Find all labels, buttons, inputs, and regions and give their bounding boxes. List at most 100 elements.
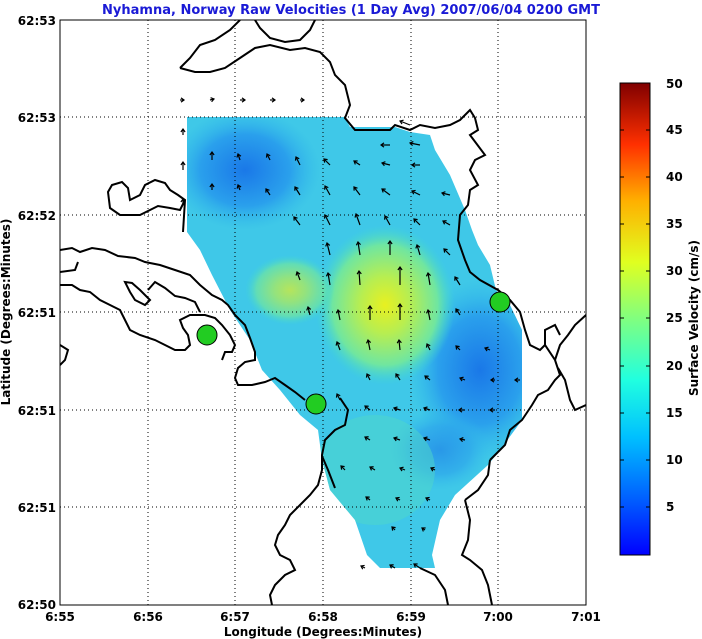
colorbar: 50 45 40 35 30 25 20 15 10 5 Surface Vel… — [619, 77, 701, 556]
velocity-arrow-head — [411, 189, 416, 195]
velocity-arrow — [326, 242, 331, 256]
velocity-arrow — [426, 343, 431, 351]
velocity-arrow-head — [393, 436, 398, 442]
x-tick-label: 7:01 — [571, 610, 601, 624]
velocity-arrow-head — [513, 377, 519, 383]
velocity-arrow-head — [413, 218, 418, 223]
colorbar-label: Surface Velocity (cm/s) — [687, 240, 701, 396]
velocity-arrow-head — [415, 243, 421, 249]
velocity-arrow-head — [209, 182, 215, 188]
velocity-arrow-head — [356, 269, 362, 275]
y-tick-label: 62:53 — [18, 14, 56, 28]
velocity-arrow — [358, 270, 361, 286]
velocity-arrow-head — [324, 185, 329, 190]
velocity-arrow-head — [423, 406, 428, 412]
velocity-arrow — [393, 407, 401, 411]
velocity-arrow — [323, 158, 331, 166]
velocity-arrow-head — [395, 373, 400, 378]
velocity-arrow-head — [335, 308, 342, 314]
velocity-arrow-head — [271, 97, 277, 103]
x-tick-label: 6:57 — [220, 610, 250, 624]
grid-lines — [60, 20, 586, 605]
velocity-arrow-head — [425, 343, 431, 348]
velocity-arrow-head — [397, 265, 403, 271]
velocity-arrow-head — [455, 308, 460, 313]
velocity-arrow-head — [425, 308, 432, 314]
velocity-arrow-head — [364, 436, 369, 441]
velocity-arrow-head — [430, 466, 435, 472]
velocity-arrow — [237, 153, 241, 161]
velocity-arrow-head — [364, 405, 369, 410]
velocity-arrow — [293, 216, 301, 226]
velocity-arrow-head — [295, 271, 301, 276]
velocity-arrow-head — [335, 341, 341, 346]
velocity-arrow-head — [294, 186, 299, 191]
velocity-arrow-head — [379, 142, 385, 148]
colorbar-tick: 20 — [666, 359, 683, 373]
velocity-arrow — [295, 156, 301, 166]
velocity-arrow-head — [408, 140, 414, 147]
velocity-arrow — [337, 309, 341, 321]
velocity-arrow-head — [484, 346, 489, 352]
velocity-arrow — [357, 241, 361, 256]
colorbar-tick-labels: 50 45 40 35 30 25 20 15 10 5 — [666, 77, 683, 514]
velocity-arrow — [307, 306, 311, 316]
velocity-arrows — [180, 97, 520, 570]
velocity-arrow — [353, 186, 361, 196]
plot-frame — [59, 19, 587, 606]
velocity-arrow-head — [458, 436, 464, 443]
velocity-arrow-head — [354, 213, 360, 218]
velocity-arrow-head — [293, 216, 298, 221]
velocity-arrow-head — [323, 158, 328, 163]
velocity-arrow-head — [384, 215, 389, 220]
velocity-arrow — [364, 405, 371, 411]
velocity-arrow — [413, 218, 421, 226]
velocity-arrow-head — [353, 160, 358, 165]
velocity-arrow — [395, 373, 401, 381]
colorbar-tick: 45 — [666, 123, 683, 137]
colorbar-tick: 40 — [666, 170, 683, 184]
x-axis-label: Longitude (Degrees:Minutes) — [224, 625, 422, 639]
velocity-arrow — [427, 272, 431, 286]
station-west-marker — [196, 324, 218, 346]
radar-stations — [196, 291, 511, 415]
velocity-arrow-head — [369, 466, 374, 471]
velocity-arrow-head — [442, 220, 447, 225]
velocity-arrow-head — [265, 153, 271, 158]
velocity-arrow-head — [459, 376, 464, 382]
chart-title: Nyhamna, Norway Raw Velocities (1 Day Av… — [102, 3, 600, 18]
velocity-arrow — [381, 162, 391, 166]
y-tick-label: 62:51 — [18, 306, 56, 320]
velocity-arrow-head — [397, 302, 403, 308]
velocity-arrow-head — [443, 248, 448, 253]
velocity-arrow-head — [455, 345, 460, 350]
x-tick-labels: 6:55 6:56 6:57 6:58 6:59 7:00 7:01 — [45, 610, 601, 624]
velocity-arrow — [443, 248, 451, 256]
velocity-arrow — [294, 186, 301, 196]
velocity-arrow-head — [440, 191, 446, 197]
velocity-arrow — [381, 188, 391, 196]
velocity-arrow — [324, 185, 331, 196]
velocity-arrow-head — [306, 305, 312, 311]
velocity-arrow-head — [381, 188, 386, 193]
velocity-arrow-head — [425, 496, 430, 502]
y-tick-label: 62:53 — [18, 111, 56, 125]
velocity-arrow-head — [265, 188, 270, 193]
velocity-arrow-head — [367, 304, 373, 310]
y-tick-label: 62:50 — [18, 598, 56, 612]
colorbar-tick: 10 — [666, 453, 683, 467]
colorbar-tick: 50 — [666, 77, 683, 91]
velocity-arrow-head — [399, 466, 404, 472]
velocity-arrow-head — [180, 197, 186, 203]
colorbar-tick: 30 — [666, 264, 683, 278]
velocity-arrow-head — [395, 496, 400, 502]
velocity-arrow — [384, 215, 391, 226]
velocity-arrow-head — [389, 564, 394, 569]
velocity-arrow — [336, 341, 341, 351]
x-tick-label: 6:59 — [396, 610, 426, 624]
velocity-arrow-head — [365, 338, 372, 344]
velocity-arrow-head — [180, 127, 186, 133]
velocity-arrow-head — [340, 465, 345, 470]
velocity-arrow — [353, 160, 361, 166]
y-tick-label: 62:51 — [18, 404, 56, 418]
